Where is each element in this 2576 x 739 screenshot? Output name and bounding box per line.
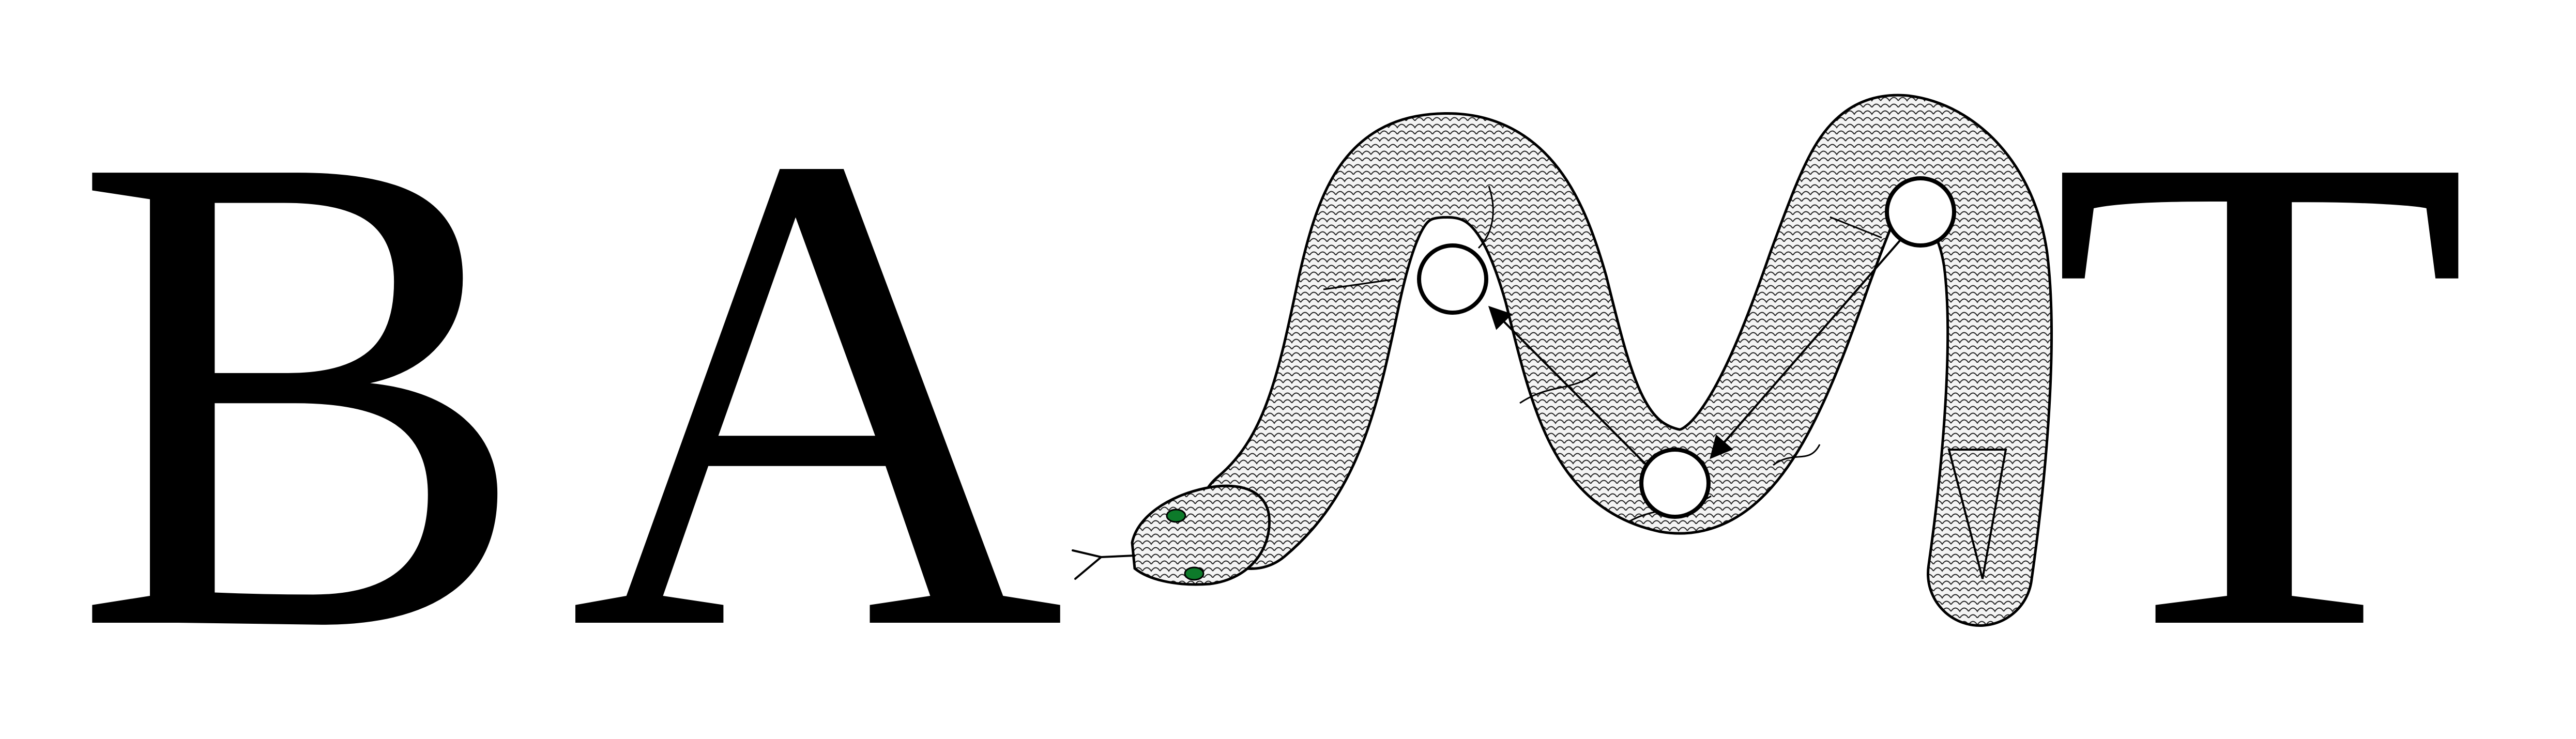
- node-circle-icon: [1639, 448, 1711, 519]
- arrow-icon: [1710, 237, 1903, 459]
- node-circle-icon: [1885, 176, 1956, 248]
- snake-segment-lines: [1323, 186, 1882, 523]
- snake-icon: [1072, 94, 2053, 627]
- node-circle-icon: [1417, 243, 1488, 315]
- snake-tail: [1947, 449, 2007, 579]
- letter-t: T: [2050, 10, 2470, 739]
- letter-a: A: [569, 10, 1065, 739]
- snake-tongue: [1072, 549, 1136, 580]
- arrow-icon: [1488, 305, 1660, 479]
- snake-head: [1131, 484, 1271, 586]
- snake-eye-upper: [1166, 509, 1186, 523]
- snake-eye-lower: [1184, 566, 1205, 581]
- letter-b: B: [72, 10, 531, 739]
